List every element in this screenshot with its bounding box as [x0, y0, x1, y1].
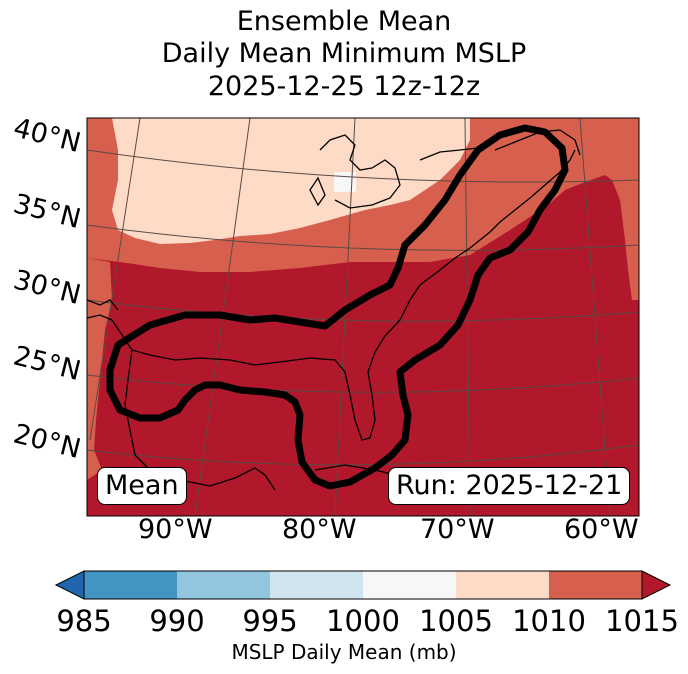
- colorbar-tick-1005: 1005: [419, 604, 493, 638]
- colorbar-bin-1000-1005: [363, 571, 456, 599]
- field-1010-1015-east: [600, 180, 639, 300]
- colorbar-bin-990-995: [177, 571, 270, 599]
- map-frame: [86, 117, 640, 517]
- colorbar-label: MSLP Daily Mean (mb): [231, 640, 457, 664]
- colorbar-bin-1005-1010: [456, 571, 549, 599]
- lon-label-80: 80°W: [282, 514, 357, 545]
- field-1000-1005: [334, 172, 356, 192]
- lon-label-90: 90°W: [138, 514, 213, 545]
- graticule: [87, 118, 639, 516]
- colorbar-bin-985-990: [84, 571, 177, 599]
- title-line-2: Daily Mean Minimum MSLP: [161, 38, 527, 69]
- colorbar-tick-995: 995: [242, 604, 298, 638]
- field-1005-1010: [112, 118, 470, 244]
- colorbar-tick-990: 990: [149, 604, 205, 638]
- field-1010-1015-west: [87, 258, 112, 480]
- colorbar-tick-1010: 1010: [512, 604, 586, 638]
- contour-outline: [106, 124, 569, 490]
- colorbar-bin-1010-1015: [549, 571, 642, 599]
- colorbar: [54, 570, 672, 600]
- title-line-1: Ensemble Mean: [236, 6, 452, 37]
- colorbar-tick-985: 985: [56, 604, 112, 638]
- run-label-box: Run: 2025-12-21: [388, 467, 631, 505]
- colorbar-bin-995-1000: [270, 571, 363, 599]
- colorbar-under-extend: [54, 570, 85, 600]
- lon-label-70: 70°W: [420, 514, 495, 545]
- colorbar-tick-1015: 1015: [605, 604, 679, 638]
- mean-label-box: Mean: [97, 467, 187, 505]
- lon-label-60: 60°W: [564, 514, 639, 545]
- pressure-field: [87, 118, 639, 516]
- colorbar-over-extend: [641, 570, 672, 600]
- colorbar-tick-1000: 1000: [326, 604, 400, 638]
- title-line-3: 2025-12-25 12z-12z: [207, 71, 481, 102]
